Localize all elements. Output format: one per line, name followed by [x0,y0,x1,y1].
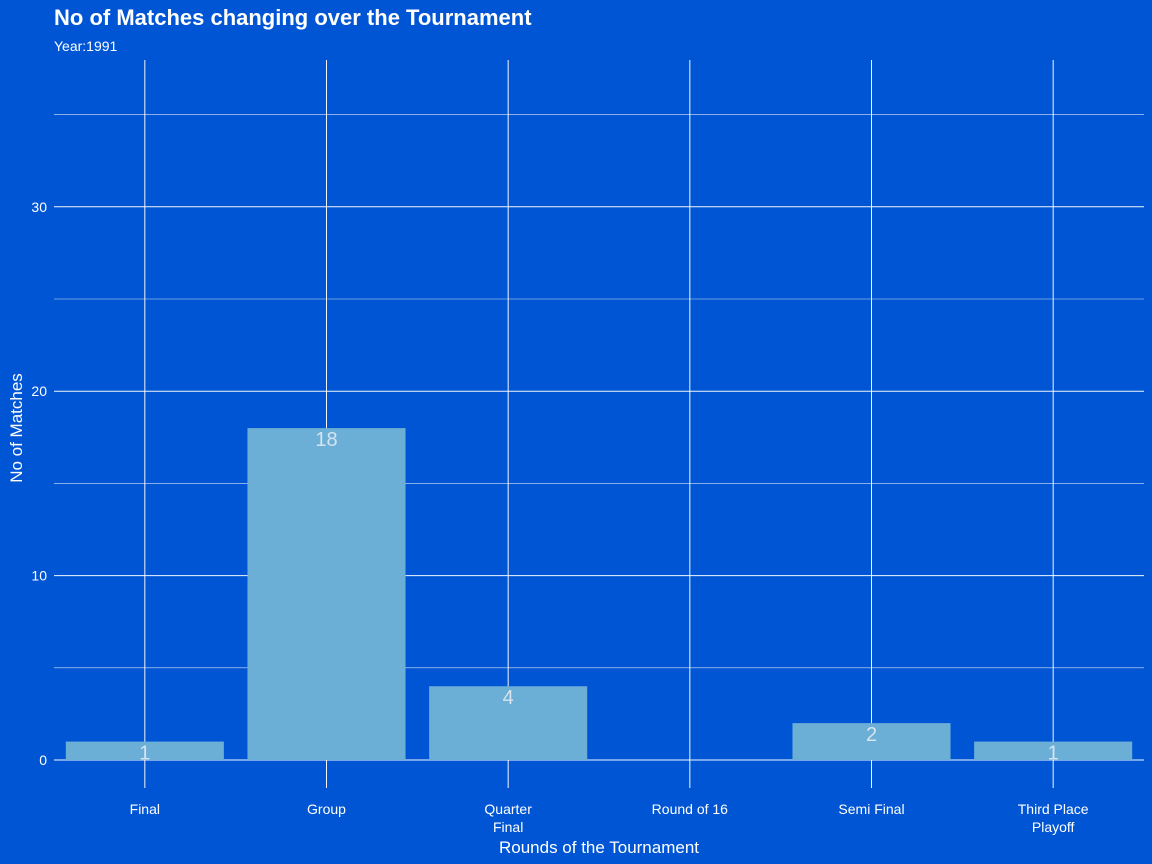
bar [792,723,951,760]
y-axis-label: No of Matches [7,373,26,483]
x-tick-labels: Final Group Quarter Final Round of 16 Semi Fi… [130,801,1089,835]
bar-labels: 1 18 4 2 1 [139,429,1058,764]
bar [247,428,406,760]
chart-title: No of Matches changing over the Tourname… [54,5,532,30]
grid-lines [54,60,1144,788]
x-axis-label: Rounds of the Tournament [499,838,699,857]
x-tick-label: Quarter Final [484,801,532,835]
bar [65,741,224,760]
x-tick-label: Semi Final [838,801,904,817]
x-tick-label: Final [130,801,160,817]
chart-subtitle: Year:1991 [54,38,118,54]
y-tick-label: 30 [31,199,47,215]
x-tick-label: Group [307,801,346,817]
bar-value-label: 1 [1048,743,1059,765]
bar [429,686,588,760]
bar-value-label: 2 [866,724,877,746]
y-tick-label: 0 [39,752,47,768]
bar-value-label: 1 [139,743,150,765]
y-tick-label: 10 [31,568,47,584]
x-tick-label: Third Place Playoff [1018,801,1089,835]
y-tick-labels: 0 10 20 30 [31,199,47,768]
x-tick-label: Round of 16 [652,801,728,817]
y-tick-label: 20 [31,383,47,399]
bar-value-label: 4 [503,687,514,709]
bars [65,428,1133,760]
bar-value-label: 18 [315,429,337,451]
bar [974,741,1133,760]
